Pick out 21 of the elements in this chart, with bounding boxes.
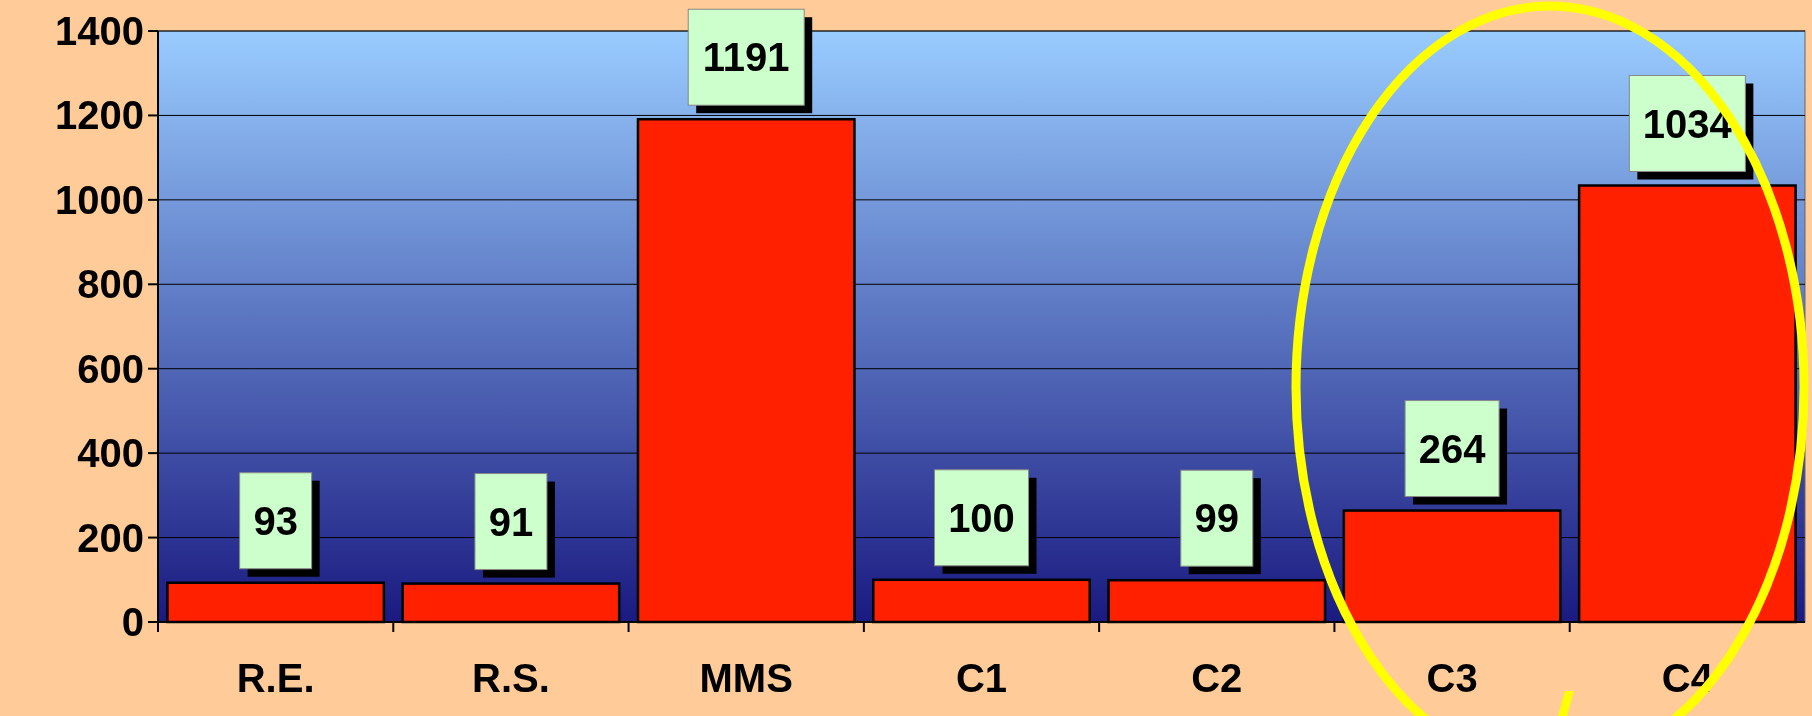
y-tick-label: 800 bbox=[77, 262, 144, 307]
y-tick-label: 200 bbox=[77, 515, 144, 560]
y-tick-label: 600 bbox=[77, 346, 144, 391]
y-tick-label: 1400 bbox=[55, 9, 144, 53]
x-tick-label: R.E. bbox=[236, 656, 315, 700]
data-label: 264 bbox=[1418, 426, 1487, 471]
y-tick-label: 1200 bbox=[55, 93, 144, 138]
x-tick-label: C1 bbox=[955, 656, 1008, 700]
y-tick-label: 1000 bbox=[55, 177, 144, 222]
data-label: 1191 bbox=[702, 35, 790, 80]
y-tick-label: 0 bbox=[121, 600, 144, 644]
y-tick-label: 400 bbox=[77, 431, 144, 476]
data-label: 93 bbox=[253, 498, 298, 543]
data-label: 1034 bbox=[1642, 101, 1733, 146]
x-tick-label: C3 bbox=[1426, 656, 1478, 700]
x-tick-label: MMS bbox=[699, 656, 793, 700]
x-tick-label: R.S. bbox=[472, 656, 550, 700]
data-label: 91 bbox=[488, 499, 534, 544]
data-label: 100 bbox=[948, 495, 1015, 540]
data-label: 99 bbox=[1194, 496, 1240, 541]
x-tick-label: C2 bbox=[1191, 656, 1243, 700]
